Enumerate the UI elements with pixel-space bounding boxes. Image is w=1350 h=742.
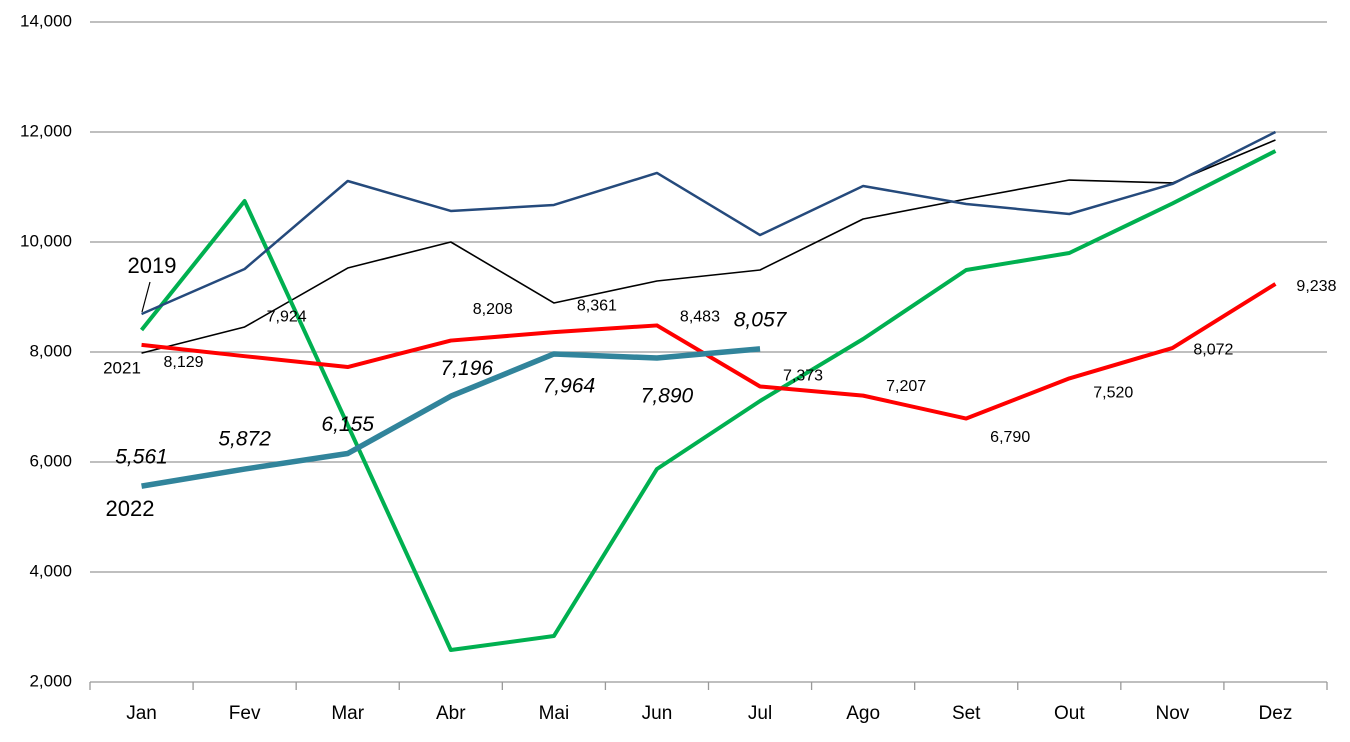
value-label: 6,790 bbox=[990, 429, 1030, 446]
y-tick-label: 12,000 bbox=[20, 121, 72, 140]
value-label: 7,196 bbox=[441, 357, 494, 380]
x-tick-label: Ago bbox=[846, 703, 880, 724]
value-label: 7,890 bbox=[641, 385, 694, 408]
series-line bbox=[141, 139, 1276, 354]
value-label: 7,207 bbox=[886, 378, 926, 395]
y-tick-label: 6,000 bbox=[29, 451, 72, 470]
callout-line bbox=[141, 281, 151, 313]
series-name: 2021 bbox=[103, 358, 141, 377]
value-label: 7,924 bbox=[267, 308, 307, 325]
value-label: 8,208 bbox=[473, 301, 513, 318]
x-tick-label: Fev bbox=[229, 703, 261, 724]
value-label: 8,072 bbox=[1193, 341, 1233, 358]
value-label: 7,373 bbox=[783, 368, 823, 385]
x-tick-label: Abr bbox=[436, 703, 466, 724]
x-tick-label: Mai bbox=[539, 703, 570, 724]
value-label: 5,872 bbox=[218, 428, 271, 451]
value-label: 7,964 bbox=[543, 375, 596, 398]
y-tick-label: 10,000 bbox=[20, 231, 72, 250]
value-label: 8,483 bbox=[680, 309, 720, 326]
series-line bbox=[141, 130, 1277, 316]
value-label: 8,361 bbox=[577, 297, 617, 314]
value-label: 9,238 bbox=[1296, 278, 1336, 295]
value-label: 8,057 bbox=[734, 308, 788, 331]
x-tick-label: Jan bbox=[126, 703, 157, 724]
x-tick-label: Out bbox=[1054, 703, 1085, 724]
y-tick-label: 8,000 bbox=[29, 341, 72, 360]
value-label: 8,129 bbox=[164, 354, 204, 371]
value-label: 7,520 bbox=[1093, 385, 1133, 402]
x-tick-label: Mar bbox=[331, 703, 364, 724]
x-tick-label: Jun bbox=[642, 703, 673, 724]
x-tick-label: Jul bbox=[748, 703, 772, 724]
y-tick-label: 2,000 bbox=[29, 671, 72, 690]
y-tick-label: 4,000 bbox=[29, 561, 72, 580]
x-tick-label: Set bbox=[952, 703, 981, 724]
y-tick-label: 14,000 bbox=[20, 11, 72, 30]
x-tick-label: Nov bbox=[1155, 703, 1189, 724]
value-label: 5,561 bbox=[115, 446, 168, 469]
series-name: 2019 bbox=[128, 253, 177, 278]
series-line bbox=[141, 346, 761, 489]
series-line bbox=[139, 149, 1277, 652]
value-label: 6,155 bbox=[321, 413, 374, 436]
series-name: 2022 bbox=[106, 496, 155, 521]
x-tick-label: Dez bbox=[1259, 703, 1293, 724]
